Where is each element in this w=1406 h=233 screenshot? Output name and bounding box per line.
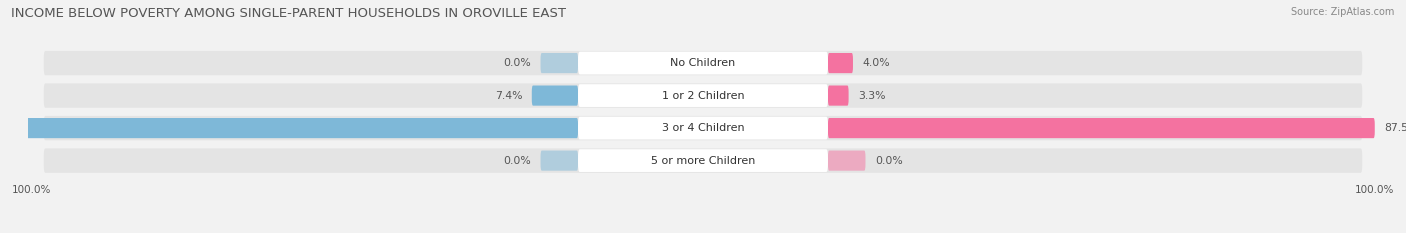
FancyBboxPatch shape [828,53,853,73]
Text: INCOME BELOW POVERTY AMONG SINGLE-PARENT HOUSEHOLDS IN OROVILLE EAST: INCOME BELOW POVERTY AMONG SINGLE-PARENT… [11,7,567,20]
FancyBboxPatch shape [828,151,866,171]
Text: 7.4%: 7.4% [495,91,523,101]
FancyBboxPatch shape [44,51,1362,75]
Text: No Children: No Children [671,58,735,68]
FancyBboxPatch shape [44,116,1362,140]
Text: 0.0%: 0.0% [503,58,531,68]
FancyBboxPatch shape [44,148,1362,173]
Text: Source: ZipAtlas.com: Source: ZipAtlas.com [1291,7,1395,17]
Text: 5 or more Children: 5 or more Children [651,156,755,166]
FancyBboxPatch shape [0,118,578,138]
FancyBboxPatch shape [578,149,828,172]
FancyBboxPatch shape [540,53,578,73]
Text: 87.5%: 87.5% [1384,123,1406,133]
FancyBboxPatch shape [540,151,578,171]
Text: 4.0%: 4.0% [862,58,890,68]
FancyBboxPatch shape [578,84,828,107]
FancyBboxPatch shape [531,86,578,106]
Text: 0.0%: 0.0% [875,156,903,166]
Text: 1 or 2 Children: 1 or 2 Children [662,91,744,101]
FancyBboxPatch shape [44,83,1362,108]
Text: 3 or 4 Children: 3 or 4 Children [662,123,744,133]
Text: 0.0%: 0.0% [503,156,531,166]
FancyBboxPatch shape [578,52,828,75]
FancyBboxPatch shape [828,86,849,106]
FancyBboxPatch shape [828,118,1375,138]
FancyBboxPatch shape [578,117,828,140]
Text: 3.3%: 3.3% [858,91,886,101]
